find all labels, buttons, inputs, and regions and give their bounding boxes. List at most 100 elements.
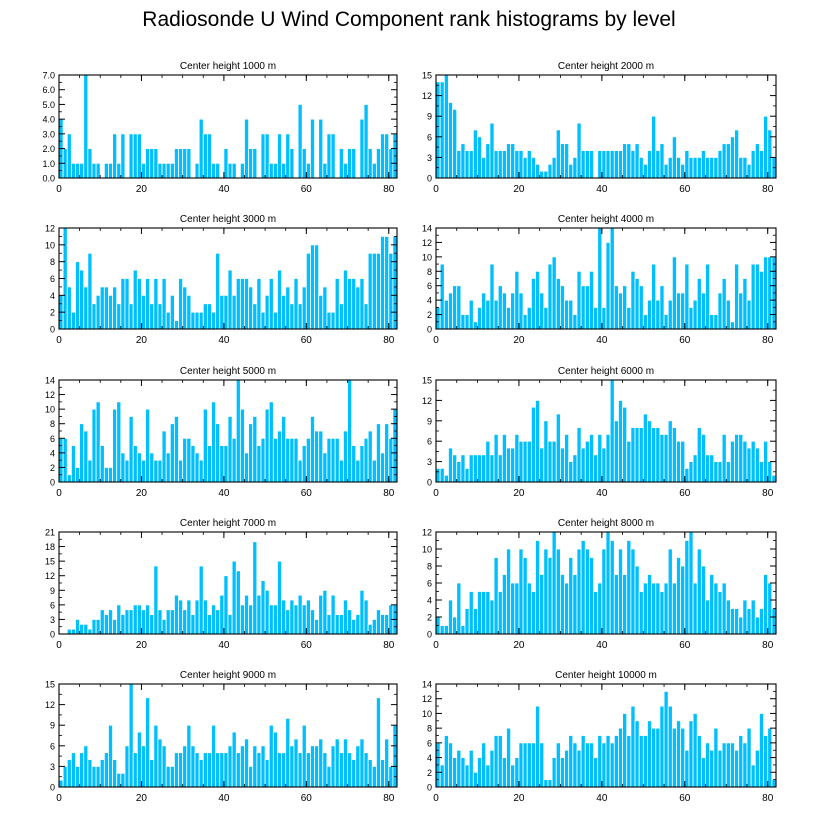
y-tick-label: 0 <box>427 630 432 640</box>
bar <box>630 705 636 788</box>
bar <box>338 148 344 179</box>
bar <box>547 163 553 179</box>
bar <box>297 752 303 788</box>
bar <box>514 757 520 788</box>
y-tick-label: 2 <box>427 310 432 320</box>
bar <box>371 162 377 179</box>
bar <box>584 742 590 788</box>
bar <box>746 447 752 483</box>
bar <box>680 565 686 635</box>
bar <box>526 306 532 330</box>
bar <box>530 742 536 788</box>
bar <box>750 764 756 788</box>
bar <box>700 150 706 179</box>
y-tick-label: 10 <box>422 252 432 262</box>
bar <box>626 143 632 179</box>
bar <box>293 278 299 330</box>
bar <box>613 420 619 483</box>
bar <box>153 148 159 179</box>
bar <box>742 278 748 330</box>
bar <box>120 452 126 483</box>
bar <box>725 143 731 179</box>
bar <box>696 735 702 788</box>
bar <box>281 599 287 635</box>
bar <box>198 759 204 788</box>
bar <box>472 608 478 635</box>
bar <box>535 270 541 330</box>
bar <box>70 162 76 179</box>
bar <box>559 574 565 635</box>
bar <box>464 314 470 330</box>
bar <box>161 430 167 483</box>
y-tick-label: 14 <box>45 376 55 386</box>
bar <box>580 150 586 179</box>
bar <box>326 311 332 330</box>
x-tick-label: 60 <box>679 640 691 651</box>
y-tick-label: 3.0 <box>42 129 55 139</box>
y-tick-label: 3 <box>427 153 432 163</box>
bar <box>375 423 381 483</box>
bar <box>215 423 221 483</box>
x-tick-label: 60 <box>679 488 691 499</box>
bar <box>510 447 516 483</box>
panel-title: Center height 5000 m <box>180 366 276 377</box>
bar <box>285 717 291 788</box>
bar <box>501 433 507 483</box>
bar <box>165 766 171 788</box>
bar <box>510 582 516 635</box>
x-tick-label: 40 <box>218 488 230 499</box>
bar <box>692 454 698 483</box>
bar <box>564 582 570 635</box>
y-tick-label: 0 <box>50 783 55 793</box>
bar <box>659 705 665 788</box>
bar <box>326 766 332 788</box>
bar <box>618 292 623 330</box>
bar <box>439 625 445 635</box>
y-tick-label: 6 <box>50 274 55 284</box>
bar <box>750 150 756 179</box>
x-tick-label: 20 <box>136 793 148 804</box>
bar <box>734 263 740 330</box>
bar <box>116 303 122 330</box>
bar <box>359 278 365 330</box>
bar <box>605 735 611 788</box>
y-tick-label: 4 <box>427 753 432 763</box>
bar <box>713 156 719 179</box>
bar <box>289 303 295 330</box>
bar <box>688 156 694 179</box>
y-tick-label: 8 <box>50 419 55 429</box>
bar <box>165 162 171 179</box>
y-tick-label: 6.0 <box>42 85 55 95</box>
histogram-panel-1: 0 20 40 60 80 0.0 1.0 2.0 3.0 4.0 5.0 6.0 7.0 Center … <box>42 61 398 195</box>
x-tick-label: 0 <box>433 488 439 499</box>
bar <box>680 727 686 788</box>
bar <box>526 742 532 788</box>
bar <box>351 619 357 635</box>
bar <box>526 440 532 483</box>
panel-title: Center height 10000 m <box>555 670 657 681</box>
bar <box>268 162 274 179</box>
bar <box>771 608 777 635</box>
x-tick-label: 40 <box>218 640 230 651</box>
x-tick-label: 0 <box>56 488 62 499</box>
bar <box>169 423 175 483</box>
bar <box>526 582 532 635</box>
bar <box>132 133 138 179</box>
bar <box>568 557 574 635</box>
bar <box>589 433 594 483</box>
bar <box>501 757 507 788</box>
bar <box>754 143 760 179</box>
bar <box>692 156 698 179</box>
bar <box>186 294 192 330</box>
x-tick-label: 60 <box>301 640 313 651</box>
bar <box>136 731 142 788</box>
bar <box>136 133 142 179</box>
bar <box>489 122 495 179</box>
x-tick-label: 0 <box>433 640 439 651</box>
bar <box>518 150 524 179</box>
bar <box>680 163 686 179</box>
bar <box>506 143 512 179</box>
bar <box>132 445 138 483</box>
y-tick-label: 6 <box>427 738 432 748</box>
bar <box>725 742 731 788</box>
